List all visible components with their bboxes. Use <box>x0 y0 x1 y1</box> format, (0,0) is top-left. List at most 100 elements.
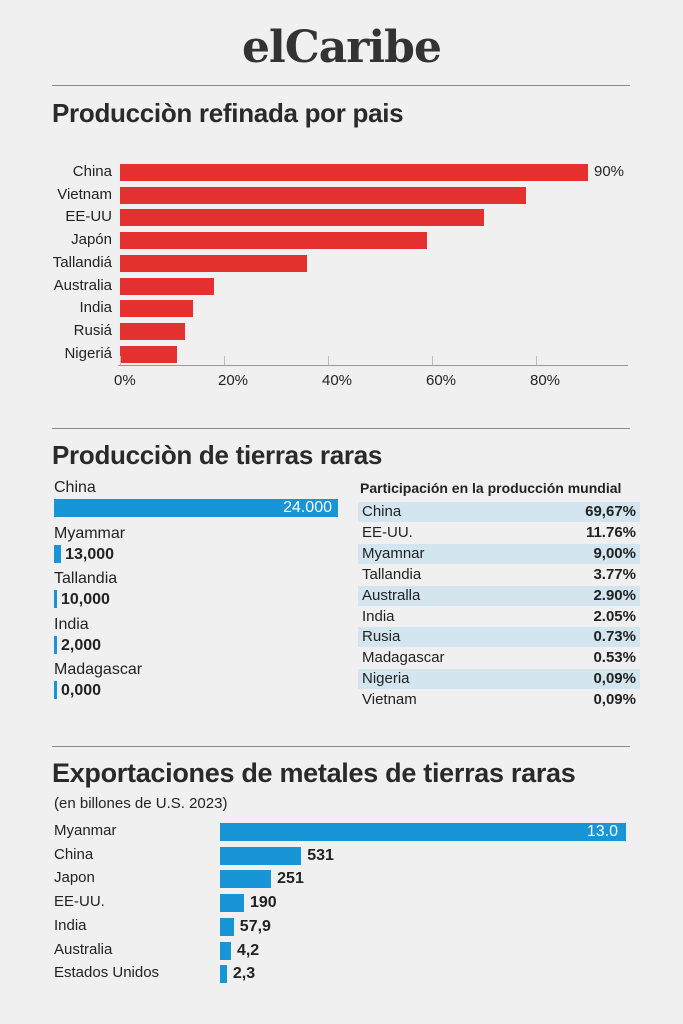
bar-label: Japon <box>54 869 95 887</box>
table-row: China 69,67% <box>358 502 640 522</box>
chart2-title: Producciòn de tierras raras <box>52 440 383 470</box>
value-label: 13,000 <box>65 545 115 563</box>
share-cell: 3.77% <box>593 565 636 583</box>
table-row: Nigeria 0,09% <box>358 669 640 690</box>
share-cell: 11.76% <box>585 523 636 541</box>
value-label: 10,000 <box>61 591 110 608</box>
bar <box>54 681 57 699</box>
bar <box>220 894 244 913</box>
bar <box>220 941 231 960</box>
chart3-title: Exportaciones de metales de tierras rara… <box>52 758 576 788</box>
chart3-subtitle: (en billones de U.S. 2023) <box>54 795 228 812</box>
data-label: 90% <box>594 163 625 180</box>
value-label: 4,2 <box>236 941 260 959</box>
country-cell: EE-UU. <box>362 523 413 541</box>
table-row: EE-UU. 11.76% <box>358 523 640 543</box>
country-cell: Australla <box>362 586 421 604</box>
tick-label: 80% <box>530 372 561 389</box>
table-row: India 2.05% <box>358 607 640 627</box>
value-label: 24.000 <box>283 499 332 516</box>
tick-mark <box>536 356 537 365</box>
bar <box>120 209 484 227</box>
table-row: Rusia 0.73% <box>358 627 640 648</box>
bar <box>120 300 193 318</box>
divider <box>52 746 630 747</box>
country-cell: Vietnam <box>362 691 417 709</box>
value-label: 0,000 <box>61 682 102 699</box>
bar-label: Japón <box>71 231 112 249</box>
bar-label: EE-UU. <box>54 893 105 911</box>
share-cell: 0,09% <box>593 691 636 709</box>
chart1-title: Producciòn refinada por pais <box>52 98 404 128</box>
x-axis-line <box>118 365 628 366</box>
value-label: 2,000 <box>61 636 102 654</box>
table-row: Tallandia 3.77% <box>358 565 640 585</box>
share-cell: 69,67% <box>585 503 636 520</box>
bar <box>220 870 272 889</box>
bar-label: Estados Unidos <box>54 964 160 982</box>
bar <box>220 917 234 936</box>
bar <box>220 846 302 865</box>
bar <box>220 965 227 984</box>
tick-label: 20% <box>218 372 249 389</box>
bar-label: EE-UU <box>65 208 112 226</box>
value-label: 57,9 <box>239 917 271 935</box>
bar <box>120 186 526 204</box>
share-cell: 0,09% <box>593 670 636 688</box>
divider <box>52 85 630 86</box>
country-cell: Rusia <box>362 628 401 646</box>
bar-label: Tallandiá <box>52 253 112 271</box>
value-label: 2,3 <box>232 965 256 983</box>
share-cell: 2.90% <box>593 586 636 604</box>
country-cell: Tallandia <box>362 565 422 583</box>
table-row: Vietnam 0,09% <box>358 690 640 710</box>
tick-label: 40% <box>322 372 353 389</box>
bar-label: Myammar <box>54 524 126 542</box>
tick-mark <box>120 356 121 365</box>
bar-label: Tallandia <box>54 570 118 587</box>
bar-label: China <box>54 479 96 496</box>
tick-mark <box>432 356 433 365</box>
table-row: Madagascar 0.53% <box>358 648 640 668</box>
value-label: 13.0 <box>586 823 618 840</box>
divider <box>52 428 630 429</box>
bar <box>120 322 185 340</box>
value-label: 251 <box>277 870 304 888</box>
country-cell: China <box>362 503 402 520</box>
bar-label: Nigeriá <box>64 344 112 362</box>
country-cell: India <box>362 607 395 625</box>
bar-label: Myanmar <box>54 822 117 839</box>
bar-label: Australia <box>54 940 113 958</box>
share-cell: 9,00% <box>593 544 636 562</box>
bar <box>54 544 62 563</box>
share-cell: 0.53% <box>593 649 636 667</box>
value-label: 531 <box>307 846 334 864</box>
bar-label: Australia <box>53 276 112 294</box>
bar-label: China <box>72 163 112 180</box>
bar <box>120 164 588 181</box>
bar <box>120 277 214 295</box>
bar-label: Vietnam <box>57 185 112 203</box>
bar <box>220 823 626 841</box>
bar <box>54 590 57 608</box>
brand-logo: elCaribe <box>242 22 442 73</box>
table-row: Myamnar 9,00% <box>358 543 640 564</box>
bar-label: India <box>79 299 112 317</box>
country-cell: Madagascar <box>362 649 445 667</box>
bar <box>54 635 57 654</box>
bar <box>120 232 427 250</box>
bar-label: China <box>54 845 94 863</box>
share-cell: 2.05% <box>593 607 636 625</box>
bar-label: Rusiá <box>73 321 112 339</box>
bar <box>120 254 308 272</box>
country-cell: Nigeria <box>362 670 410 688</box>
bar-label: India <box>54 615 89 633</box>
tick-label: 0% <box>114 372 136 389</box>
bar-label: Madagascar <box>54 661 143 678</box>
country-cell: Myamnar <box>362 544 425 562</box>
table-row: Australla 2.90% <box>358 585 640 606</box>
table-title: Participación en la producción mundial <box>360 480 622 496</box>
tick-mark <box>224 356 225 365</box>
tick-label: 60% <box>426 372 457 389</box>
bar <box>54 499 338 517</box>
